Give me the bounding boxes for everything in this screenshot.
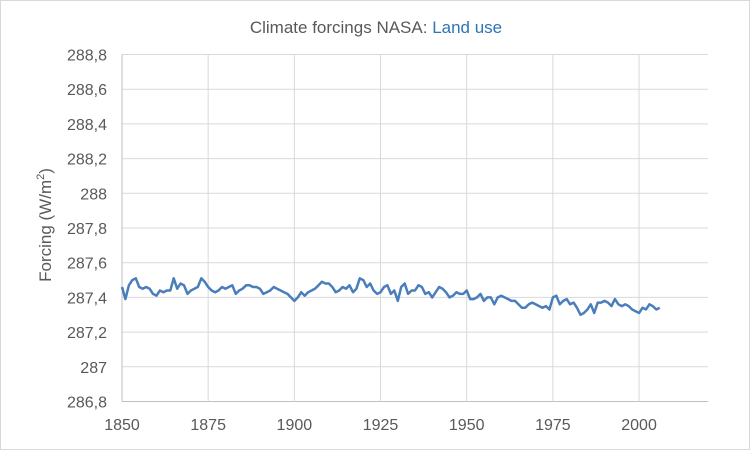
chart-title: Climate forcings NASA: Land use bbox=[0, 18, 752, 38]
chart-title-highlight: Land use bbox=[432, 18, 503, 37]
y-tick-label: 288,4 bbox=[67, 117, 107, 134]
y-tick-label: 287,8 bbox=[67, 221, 107, 238]
x-tick-label: 1950 bbox=[449, 417, 485, 434]
y-tick-label: 287,4 bbox=[67, 290, 107, 307]
x-tick-labels: 1850 1875 1900 1925 1950 1975 2000 bbox=[104, 417, 657, 434]
x-tick-label: 1850 bbox=[104, 417, 140, 434]
x-tick-label: 2000 bbox=[621, 417, 657, 434]
y-tick-label: 288 bbox=[80, 186, 107, 203]
x-tick-label: 1975 bbox=[535, 417, 571, 434]
y-tick-label: 287,2 bbox=[67, 325, 107, 342]
y-tick-labels: 286,8 287 287,2 287,4 287,6 287,8 288 288,2 288,… bbox=[67, 48, 107, 412]
y-tick-label: 287,6 bbox=[67, 256, 107, 273]
y-axis-label: Forcing (W/m2) bbox=[35, 168, 55, 282]
series-line-land-use bbox=[120, 277, 661, 317]
x-tick-label: 1900 bbox=[277, 417, 313, 434]
x-tick-label: 1875 bbox=[190, 417, 226, 434]
y-tick-label: 288,8 bbox=[67, 48, 107, 65]
y-tick-label: 288,2 bbox=[67, 152, 107, 169]
y-tick-label: 286,8 bbox=[67, 395, 107, 412]
gridlines bbox=[121, 54, 708, 402]
x-tick-label: 1925 bbox=[363, 417, 399, 434]
series-group bbox=[120, 277, 661, 317]
chart-title-prefix: Climate forcings NASA: bbox=[249, 18, 433, 37]
y-tick-label: 288,6 bbox=[67, 82, 107, 99]
y-tick-label: 287 bbox=[80, 360, 107, 377]
